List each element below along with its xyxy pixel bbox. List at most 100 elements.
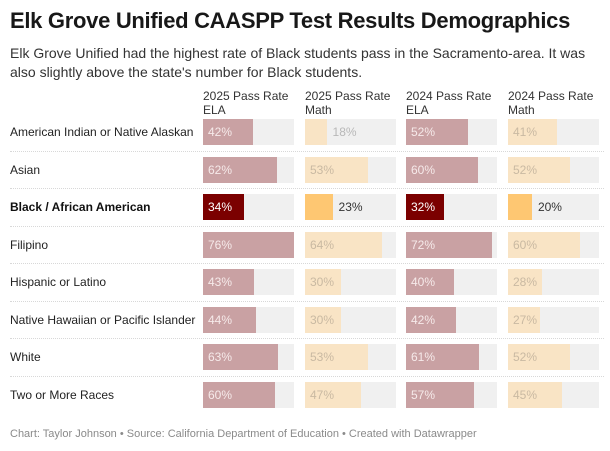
bar-track: 44%: [203, 306, 294, 333]
data-label: 52%: [411, 125, 436, 139]
bar-track: 28%: [508, 269, 599, 295]
bar: [305, 306, 341, 333]
bar-track: 60%: [508, 231, 599, 258]
table-row: Filipino 76% 64% 72% 60%: [10, 227, 604, 264]
bar: [203, 381, 275, 408]
bar: [508, 194, 532, 220]
row-label: Native Hawaiian or Pacific Islander: [10, 312, 196, 327]
row-label: White: [10, 350, 41, 364]
data-label: 47%: [310, 387, 335, 402]
data-label: 57%: [411, 387, 436, 402]
row-divider: [10, 188, 604, 189]
row-label: Hispanic or Latino: [10, 275, 107, 289]
data-label: 42%: [208, 125, 233, 139]
data-label: 52%: [513, 350, 538, 364]
data-label: 23%: [338, 200, 363, 214]
row-label: Filipino: [10, 237, 49, 252]
chart-description: Elk Grove Unified had the highest rate o…: [10, 45, 586, 80]
table-row: Asian 62% 53% 60% 52%: [10, 152, 604, 189]
bar-track: 60%: [406, 156, 497, 183]
bar: [305, 231, 382, 258]
data-label: 60%: [411, 162, 436, 177]
bar-track: 57%: [406, 381, 497, 408]
row-label: Two or More Races: [10, 387, 115, 402]
data-label: 43%: [208, 275, 233, 289]
bar-track: 30%: [305, 269, 396, 295]
data-label: 20%: [537, 200, 562, 214]
bar: [203, 269, 255, 295]
bar-track: 32%: [406, 194, 497, 220]
bar-track: 52%: [508, 344, 599, 370]
bar-track: 60%: [203, 381, 294, 408]
bar: [508, 156, 571, 183]
bar: [305, 194, 333, 220]
bar: [508, 231, 580, 258]
data-label: 27%: [513, 312, 538, 327]
bar-track: 41%: [508, 119, 599, 145]
bar-track: 52%: [508, 156, 599, 183]
bar: [406, 269, 454, 295]
data-label: 53%: [310, 350, 335, 364]
chart-footer: Chart: Taylor Johnson • Source: Californ…: [10, 428, 477, 440]
bar: [406, 231, 493, 258]
data-label: 62%: [208, 162, 233, 177]
table-row: Native Hawaiian or Pacific Islander 44% 30…: [10, 302, 604, 339]
data-label: 32%: [411, 200, 436, 214]
bar: [305, 381, 362, 408]
bar: [508, 269, 542, 295]
bar-track: 18%: [305, 119, 396, 145]
row-divider: [10, 225, 604, 227]
bar-track: 30%: [305, 306, 396, 333]
data-label: 30%: [310, 312, 335, 327]
row-divider: [10, 150, 604, 152]
bar-track: 63%: [203, 344, 294, 370]
row-divider: [10, 300, 604, 302]
data-label: 52%: [513, 162, 538, 177]
bar: [406, 306, 457, 333]
data-label: 30%: [310, 275, 335, 289]
bar: [508, 306, 541, 333]
bar: [203, 119, 254, 145]
bar-track: 43%: [203, 269, 294, 295]
data-label: 53%: [310, 162, 335, 177]
data-label: 76%: [208, 237, 233, 252]
bar-track: 47%: [305, 381, 396, 408]
row-label: Black / African American: [10, 200, 151, 214]
table-row: Hispanic or Latino 43% 30% 40% 28%: [10, 264, 604, 302]
bar-track: 23%: [305, 194, 396, 220]
bar: [406, 119, 469, 145]
data-label: 60%: [513, 237, 538, 252]
bar: [305, 119, 327, 145]
bar-track: 40%: [406, 269, 497, 295]
data-label: 63%: [208, 350, 233, 364]
bar-track: 52%: [406, 119, 497, 145]
bar: [203, 344, 279, 370]
column-header: 2024 Pass Rate ELA: [406, 89, 492, 117]
bar-track: 53%: [305, 344, 396, 370]
bar: [508, 119, 558, 145]
data-label: 40%: [411, 275, 436, 289]
bar-track: 45%: [508, 381, 599, 408]
data-label: 41%: [513, 125, 538, 139]
bar: [406, 381, 475, 408]
table-row: American Indian or Native Alaskan 42% 18% 5…: [10, 114, 604, 152]
row-divider: [10, 263, 604, 264]
bar-track: 72%: [406, 231, 497, 258]
bar: [203, 194, 244, 220]
table-row: Black / African American 34% 23% 32% 20%: [10, 189, 604, 227]
data-label: 61%: [411, 350, 436, 364]
data-label: 18%: [332, 125, 357, 139]
bar-track: 64%: [305, 231, 396, 258]
row-label: Asian: [10, 162, 41, 177]
bar: [203, 156, 278, 183]
data-label: 34%: [208, 200, 233, 214]
column-header: 2025 Pass Rate ELA: [203, 89, 289, 117]
bar-track: 42%: [406, 306, 497, 333]
row-label: American Indian or Native Alaskan: [10, 125, 194, 139]
column-header: 2024 Pass Rate Math: [508, 89, 594, 117]
data-label: 44%: [208, 312, 233, 327]
row-divider: [10, 338, 604, 339]
bar-track: 42%: [203, 119, 294, 145]
row-divider: [10, 375, 604, 377]
bar: [305, 344, 369, 370]
